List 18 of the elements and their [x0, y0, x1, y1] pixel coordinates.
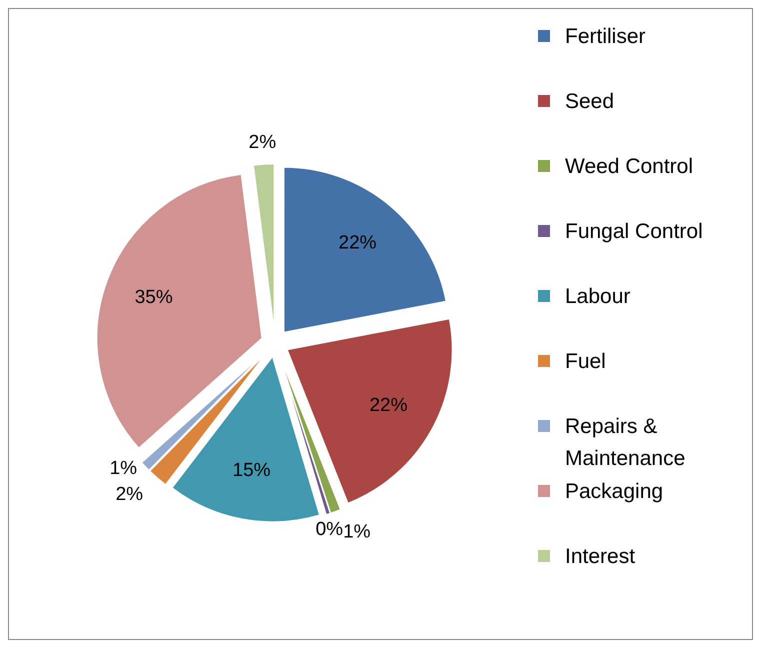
legend-label: Interest [565, 544, 636, 568]
legend-label: Fertiliser [565, 24, 646, 48]
data-label: 22% [338, 232, 377, 254]
data-label: 2% [116, 484, 144, 506]
data-label: 15% [232, 460, 271, 481]
data-label: 1% [110, 458, 138, 480]
legend-label: Labour [565, 284, 630, 308]
data-label: 35% [134, 287, 173, 308]
data-label: 2% [248, 132, 276, 153]
legend-label: Repairs & Maintenance [565, 414, 686, 470]
data-label: 0% [316, 519, 344, 540]
legend-label: Fungal Control [565, 220, 703, 242]
legend-label: Packaging [565, 480, 664, 502]
legend-label: Fuel [565, 350, 606, 372]
legend-label: Weed Control [565, 154, 694, 178]
data-label: 22% [369, 394, 408, 416]
data-label: 1% [343, 522, 371, 543]
legend-label: Seed [565, 90, 614, 112]
